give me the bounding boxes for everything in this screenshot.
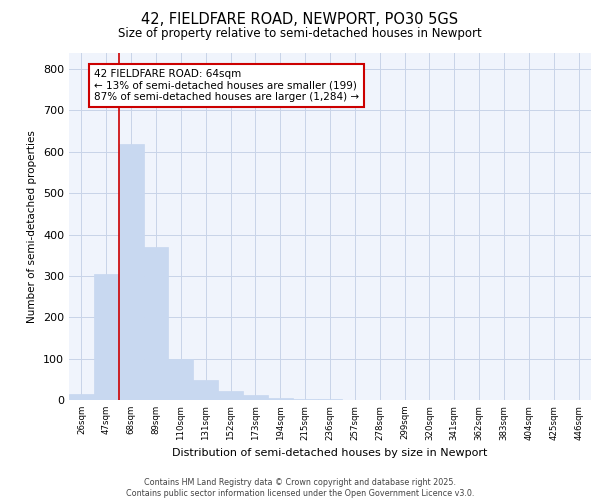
Text: 42 FIELDFARE ROAD: 64sqm
← 13% of semi-detached houses are smaller (199)
87% of : 42 FIELDFARE ROAD: 64sqm ← 13% of semi-d…: [94, 69, 359, 102]
Bar: [218, 391, 243, 400]
Text: Contains HM Land Registry data © Crown copyright and database right 2025.
Contai: Contains HM Land Registry data © Crown c…: [126, 478, 474, 498]
Bar: [293, 399, 317, 400]
Text: Size of property relative to semi-detached houses in Newport: Size of property relative to semi-detach…: [118, 28, 482, 40]
Bar: [169, 360, 193, 400]
Bar: [69, 394, 94, 400]
Bar: [243, 395, 268, 400]
Bar: [268, 398, 293, 400]
Y-axis label: Number of semi-detached properties: Number of semi-detached properties: [28, 130, 37, 322]
Bar: [143, 247, 169, 400]
X-axis label: Distribution of semi-detached houses by size in Newport: Distribution of semi-detached houses by …: [172, 448, 488, 458]
Text: 42, FIELDFARE ROAD, NEWPORT, PO30 5GS: 42, FIELDFARE ROAD, NEWPORT, PO30 5GS: [142, 12, 458, 28]
Bar: [94, 274, 119, 400]
Bar: [119, 144, 143, 400]
Bar: [193, 380, 218, 400]
Bar: [317, 399, 343, 400]
